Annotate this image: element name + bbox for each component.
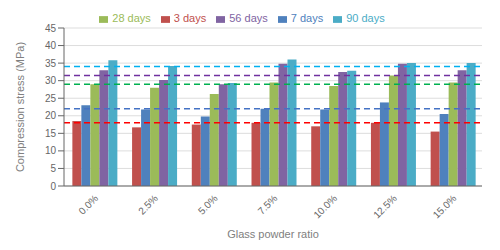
svg-text:Glass powder ratio: Glass powder ratio [227,228,319,240]
svg-text:Compression stress (MPa): Compression stress (MPa) [14,42,26,172]
svg-text:12.5%: 12.5% [371,193,399,221]
svg-text:10: 10 [45,145,57,156]
svg-text:5.0%: 5.0% [196,193,220,217]
svg-text:0.0%: 0.0% [76,193,100,217]
svg-text:10.0%: 10.0% [311,193,339,221]
svg-text:7.5%: 7.5% [256,193,280,217]
html-text:28 days: 28 days [112,12,151,24]
svg-text:20: 20 [45,110,57,121]
svg-text:5: 5 [50,163,56,174]
svg-text:35: 35 [45,58,57,69]
html-text:3 days: 3 days [173,12,207,24]
svg-text:25: 25 [45,93,57,104]
svg-text:2.5%: 2.5% [136,193,160,217]
svg-text:15: 15 [45,128,57,139]
svg-text:30: 30 [45,75,57,86]
html-text:7 days: 7 days [290,12,324,24]
svg-text:0: 0 [50,181,56,192]
svg-text:40: 40 [45,40,57,51]
svg-text:15.0%: 15.0% [431,193,459,221]
html-text:90 days: 90 days [346,12,385,24]
svg-text:45: 45 [45,23,57,34]
html-text:56 days: 56 days [229,12,268,24]
